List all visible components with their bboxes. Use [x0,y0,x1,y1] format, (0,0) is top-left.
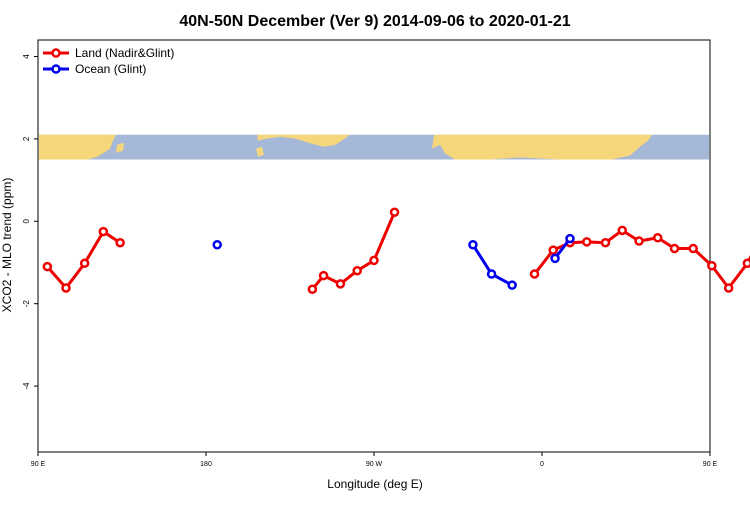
y-axis: -4 -2 0 2 4 [22,54,38,390]
chart-title: 40N-50N December (Ver 9) 2014-09-06 to 2… [179,13,570,30]
data-point [389,207,400,217]
x-tick-label: 90 W [366,461,383,468]
data-point [652,233,663,243]
data-point [507,280,517,290]
data-point [212,240,222,250]
x-tick-label: 90 E [31,461,46,468]
series-line [471,243,513,287]
land-shape [39,134,116,160]
legend-swatch-marker [51,64,61,74]
data-point [307,284,318,295]
data-point [115,237,125,248]
land-shape [257,134,350,147]
land-shape [116,142,124,153]
data-point [42,261,53,272]
data-point [707,261,717,271]
x-tick-label: 90 E [703,461,718,468]
data-point [79,258,90,269]
data-point [688,243,698,254]
data-point [486,269,497,279]
legend: Land (Nadir&Glint) Ocean (Glint) [43,46,174,76]
data-point [669,243,680,254]
data-point [335,279,346,289]
y-tick-label: 4 [22,54,31,59]
plot-frame [37,39,711,453]
data-point [352,265,362,276]
data-point [723,283,734,293]
y-tick-label: -2 [22,300,31,308]
x-tick-label: 0 [540,461,544,468]
y-axis-label: XCO2 - MLO trend (ppm) [0,178,14,313]
world-map-band [39,134,709,160]
series-ocean-glint- [212,233,575,290]
data-point [565,233,575,244]
y-tick-label: -4 [22,382,31,390]
data-point [617,225,628,236]
data-point [600,237,611,248]
data-point [742,258,750,269]
legend-label: Ocean (Glint) [75,62,146,76]
y-tick-label: 0 [22,219,31,224]
x-tick-label: 180 [200,461,212,468]
series-layer [42,207,750,295]
data-point [61,283,71,293]
y-tick-label: 2 [22,136,31,141]
legend-label: Land (Nadir&Glint) [75,46,174,60]
series-land-nadir-glint- [42,207,750,295]
data-point [548,245,558,255]
land-shape [256,146,264,157]
legend-swatch-marker [51,48,61,58]
data-point [550,253,560,264]
data-point [468,240,478,250]
data-point [634,236,644,246]
x-axis-label: Longitude (deg E) [327,477,422,491]
data-point [582,237,592,247]
data-point [529,269,540,279]
data-point [369,255,379,266]
data-point [98,226,109,237]
data-point [318,270,329,281]
land-shape [432,134,652,160]
